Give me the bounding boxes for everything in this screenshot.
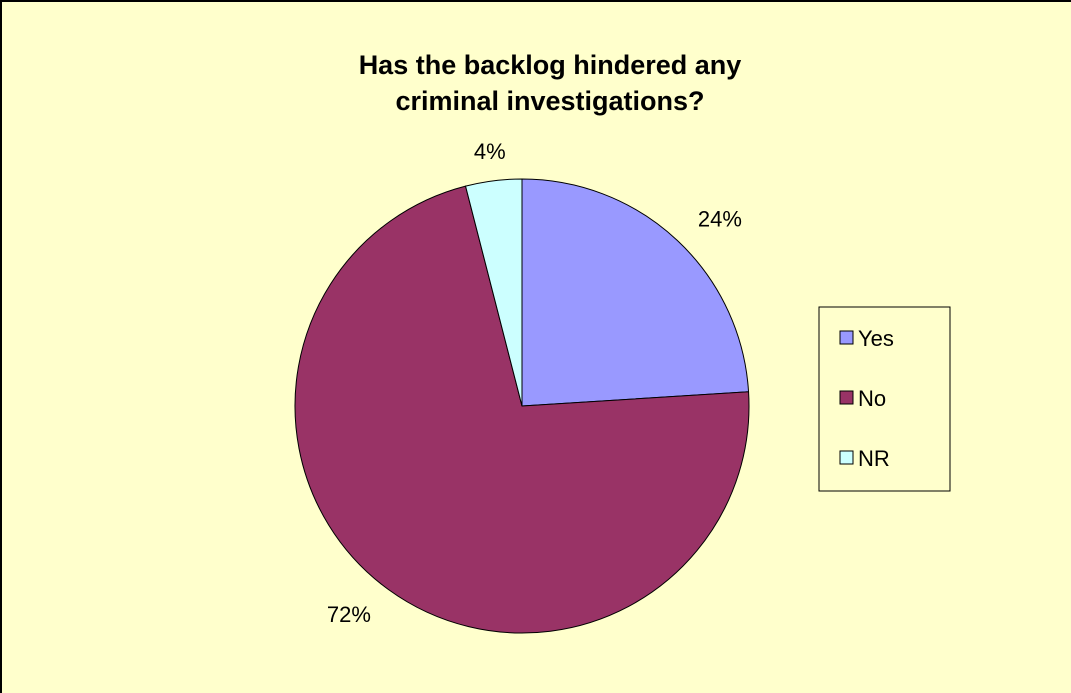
legend-swatch-yes (839, 330, 854, 345)
data-label-no: 72% (327, 602, 371, 627)
legend: Yes No NR (818, 306, 951, 492)
legend-label-nr: NR (858, 446, 890, 471)
legend-label-yes: Yes (858, 326, 894, 351)
legend-swatch-no (839, 390, 854, 405)
data-label-yes: 24% (698, 207, 742, 232)
data-labels: 24% 72% 4% (327, 139, 742, 627)
data-label-nr: 4% (474, 139, 506, 164)
chart-title-line-1: Has the backlog hindered any (359, 50, 742, 80)
pie-slice-no (294, 185, 750, 634)
legend-label-no: No (858, 386, 886, 411)
legend-swatch-nr (839, 450, 854, 465)
pie-slice-nr (464, 178, 523, 407)
chart-title-line-2: criminal investigations? (395, 86, 704, 116)
pie-slice-yes (521, 178, 750, 407)
pie-slices (294, 178, 750, 634)
